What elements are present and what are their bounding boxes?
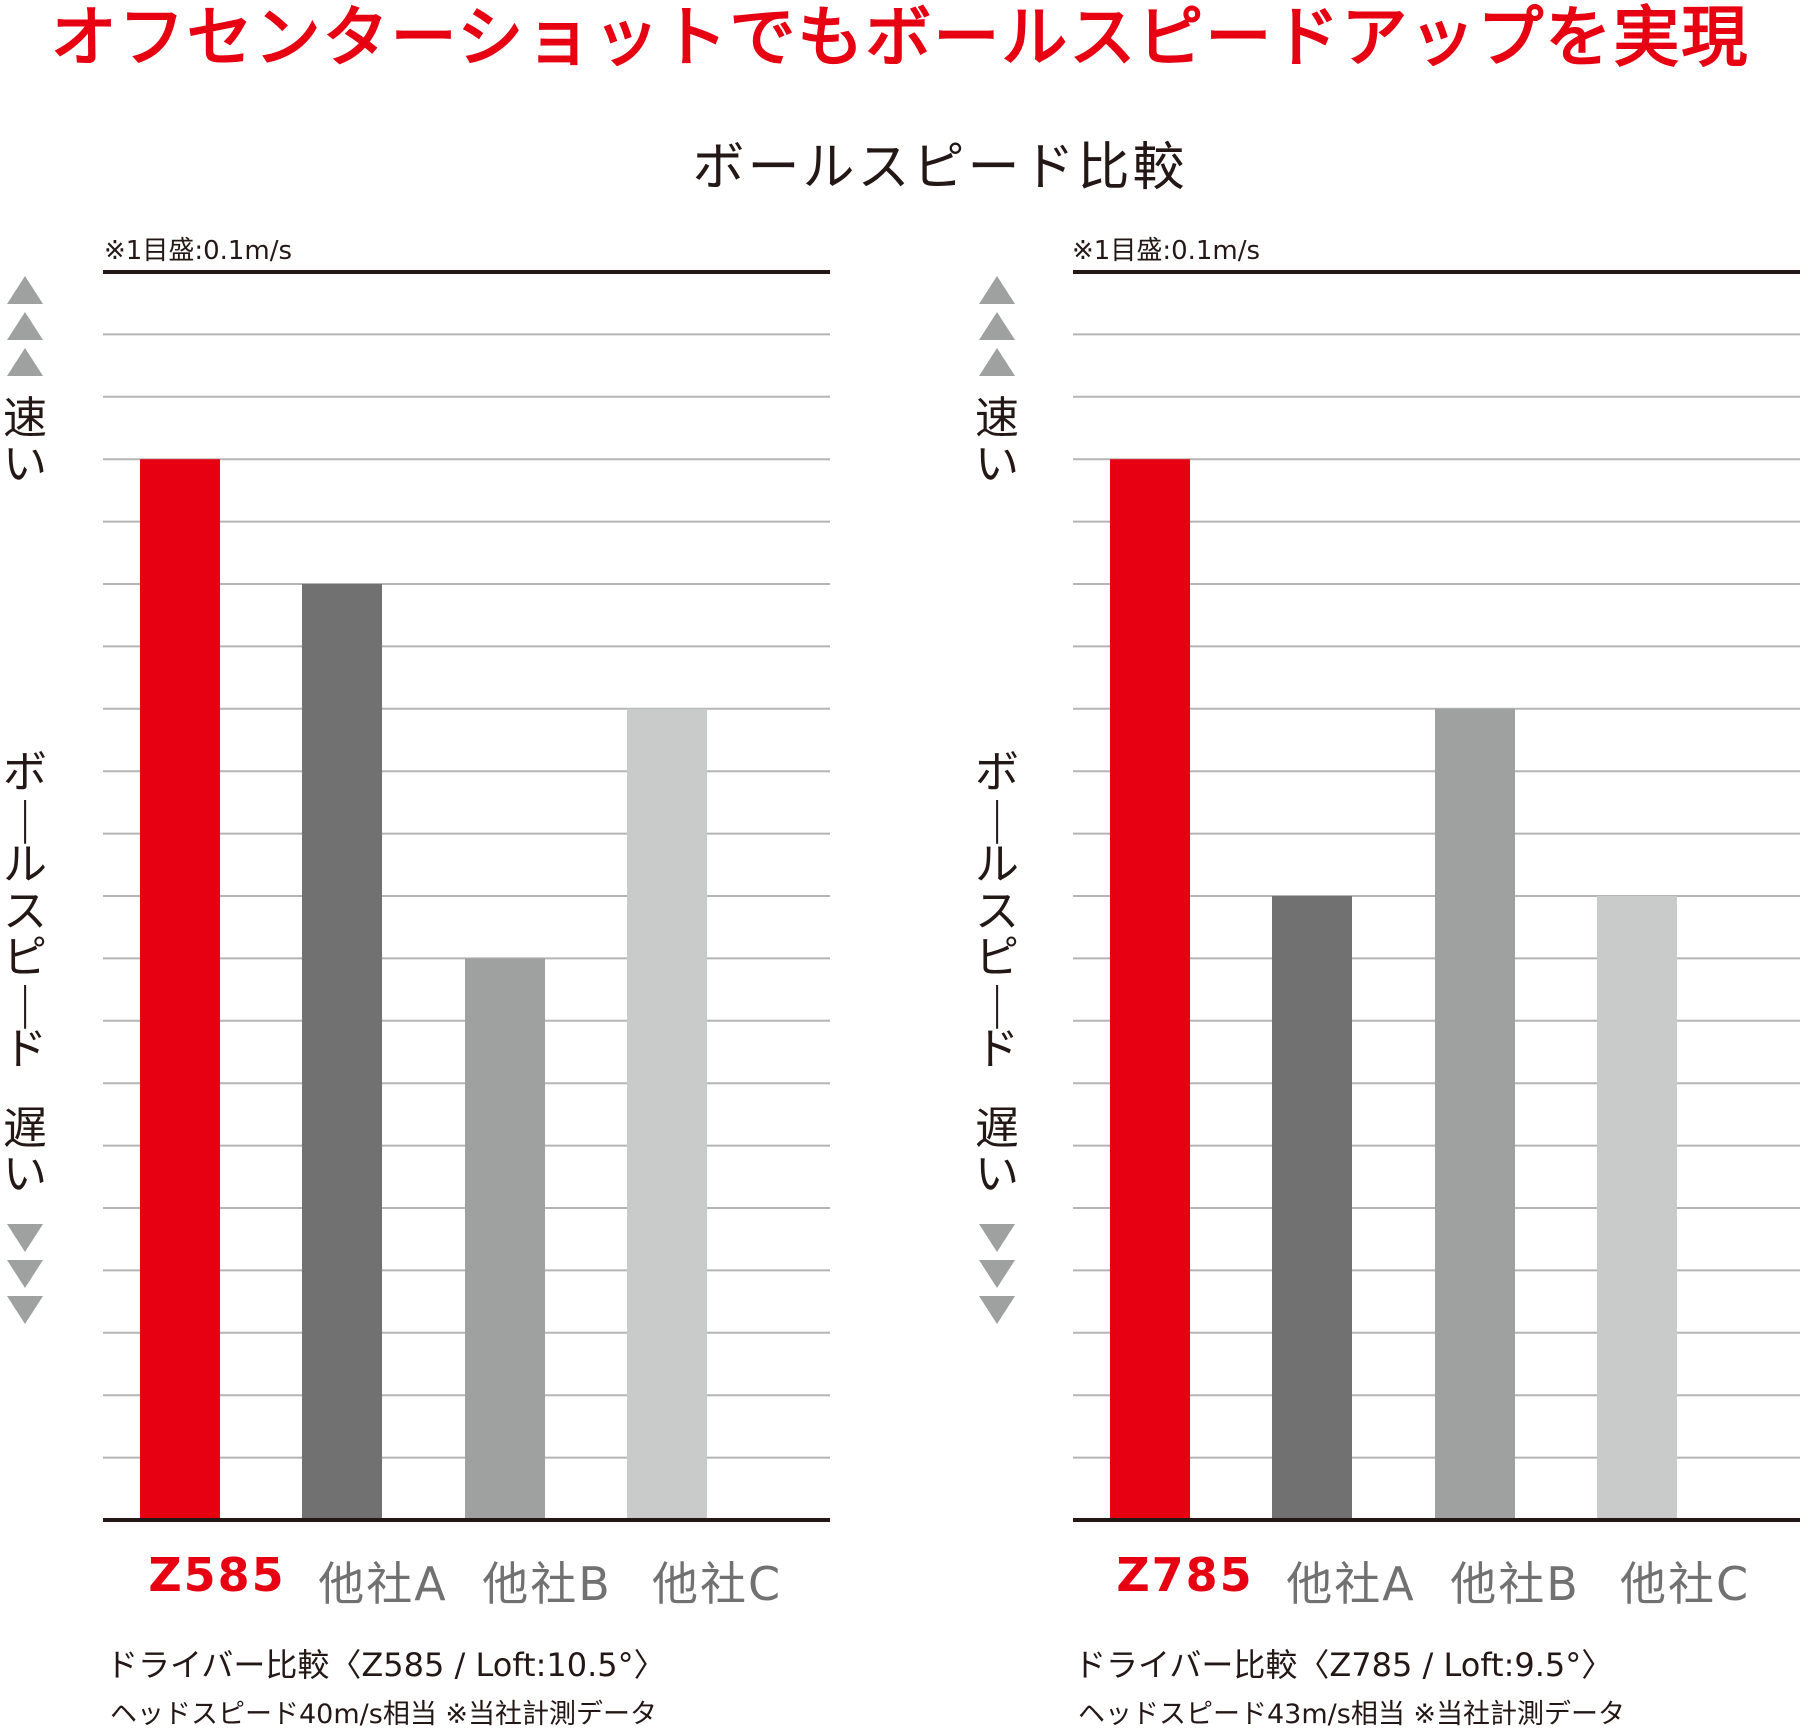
comparison-note: ドライバー比較〈Z785 / Loft:9.5°〉 xyxy=(1074,1646,1614,1684)
category-label-other-b: 他社B xyxy=(482,1557,612,1611)
chart-panel-z785: ※1目盛:0.1m/s 速い ボ | ルスピ | ド 遅い Z785 他社A 他社B 他… xyxy=(860,220,1800,1730)
chart-subtitle: ボールスピード比較 xyxy=(692,138,1188,198)
fast-indicator xyxy=(0,272,50,380)
fast-label: 速い xyxy=(3,393,47,491)
down-triangle-icon xyxy=(7,1296,43,1324)
up-triangle-icon xyxy=(979,276,1015,304)
scale-note: ※1目盛:0.1m/s xyxy=(104,236,293,266)
speed-axis-label: ボ | ルスピ | ド xyxy=(975,747,1019,1076)
down-triangle-icon xyxy=(979,1224,1015,1252)
chart-panel-z585: ※1目盛:0.1m/s 速い ボ | ルスピ | ド 遅い Z585 他社A 他社B 他… xyxy=(0,220,940,1730)
up-triangle-icon xyxy=(7,276,43,304)
bar-3 xyxy=(465,958,545,1520)
speed-axis-label: ボ | ルスピ | ド xyxy=(3,747,47,1076)
bar-4 xyxy=(1597,896,1677,1520)
down-triangle-icon xyxy=(979,1260,1015,1288)
category-label-other-c: 他社C xyxy=(1619,1557,1751,1611)
comparison-note: ドライバー比較〈Z585 / Loft:10.5°〉 xyxy=(106,1646,666,1684)
slow-indicator xyxy=(972,1220,1022,1328)
category-label-other-b: 他社B xyxy=(1450,1557,1580,1611)
category-label-z585: Z585 xyxy=(148,1548,286,1602)
headline: オフセンターショットでもボールスピードアップを実現 xyxy=(50,0,1750,76)
down-triangle-icon xyxy=(979,1296,1015,1324)
bar-4 xyxy=(627,708,707,1520)
slow-indicator xyxy=(0,1220,50,1328)
bar-chart-z785 xyxy=(1073,270,1800,1522)
category-label-other-c: 他社C xyxy=(651,1557,783,1611)
bar-chart-z585 xyxy=(103,270,830,1522)
up-triangle-icon xyxy=(7,312,43,340)
scale-note: ※1目盛:0.1m/s xyxy=(1072,236,1261,266)
bar-3 xyxy=(1435,708,1515,1520)
up-triangle-icon xyxy=(979,348,1015,376)
bar-1 xyxy=(1110,459,1190,1521)
category-label-other-a: 他社A xyxy=(1286,1557,1416,1611)
slow-label: 遅い xyxy=(3,1103,47,1201)
down-triangle-icon xyxy=(7,1260,43,1288)
category-label-z785: Z785 xyxy=(1116,1548,1254,1602)
down-triangle-icon xyxy=(7,1224,43,1252)
bar-2 xyxy=(302,584,382,1520)
bar-1 xyxy=(140,459,220,1521)
measurement-note: ヘッドスピード40m/s相当 ※当社計測データ xyxy=(110,1699,658,1730)
up-triangle-icon xyxy=(7,348,43,376)
bar-2 xyxy=(1272,896,1352,1520)
up-triangle-icon xyxy=(979,312,1015,340)
fast-label: 速い xyxy=(975,393,1019,491)
slow-label: 遅い xyxy=(975,1103,1019,1201)
measurement-note: ヘッドスピード43m/s相当 ※当社計測データ xyxy=(1078,1699,1626,1730)
category-label-other-a: 他社A xyxy=(318,1557,448,1611)
fast-indicator xyxy=(972,272,1022,380)
